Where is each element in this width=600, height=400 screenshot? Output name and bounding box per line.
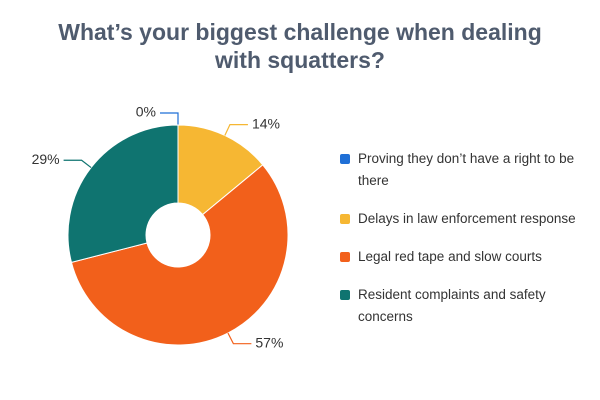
chart-title: What’s your biggest challenge when deali…	[58, 19, 542, 73]
legend-swatch	[340, 252, 350, 262]
legend-item: Delays in law enforcement response	[340, 208, 590, 230]
slice	[67, 124, 179, 263]
data-label: 57%	[255, 334, 283, 350]
legend-label: Proving they don’t have a right to be th…	[358, 151, 575, 188]
slice	[177, 124, 264, 216]
data-label: 29%	[32, 151, 60, 167]
leader-line	[160, 112, 179, 125]
legend-swatch	[340, 154, 350, 164]
data-label: 0%	[136, 104, 156, 120]
legend-label: Delays in law enforcement response	[358, 211, 576, 226]
data-label: 14%	[252, 115, 280, 131]
legend-item: Proving they don’t have a right to be th…	[340, 148, 590, 192]
leader-line	[227, 332, 252, 345]
legend-label: Resident complaints and safety concerns	[358, 287, 546, 324]
legend-swatch	[340, 214, 350, 224]
leader-line	[224, 124, 248, 136]
legend-swatch	[340, 290, 350, 300]
leader-line	[63, 159, 92, 169]
legend: Proving they don’t have a right to be th…	[340, 148, 590, 344]
slice	[70, 164, 289, 346]
legend-label: Legal red tape and slow courts	[358, 249, 542, 264]
legend-item: Legal red tape and slow courts	[340, 246, 590, 268]
legend-item: Resident complaints and safety concerns	[340, 284, 590, 328]
